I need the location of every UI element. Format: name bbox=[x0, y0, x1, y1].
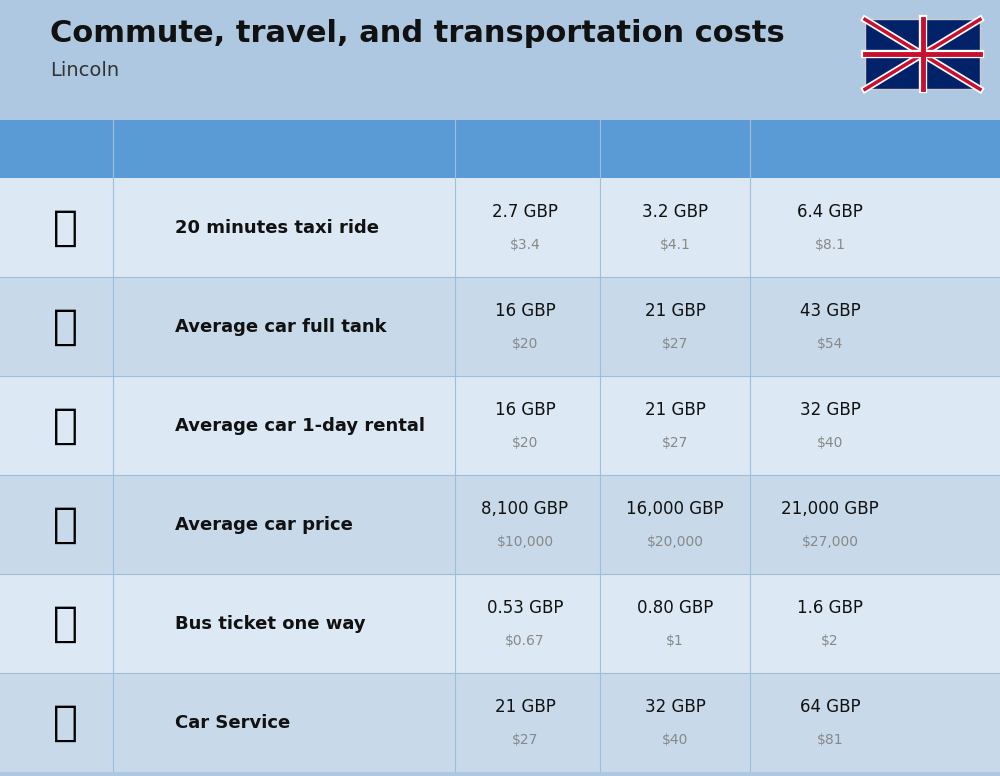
FancyBboxPatch shape bbox=[0, 574, 1000, 673]
Text: 20 minutes taxi ride: 20 minutes taxi ride bbox=[175, 219, 379, 237]
Text: 1.6 GBP: 1.6 GBP bbox=[797, 599, 863, 617]
Text: $10,000: $10,000 bbox=[496, 535, 554, 549]
Text: 32 GBP: 32 GBP bbox=[800, 401, 860, 419]
Text: 21 GBP: 21 GBP bbox=[495, 698, 555, 716]
FancyBboxPatch shape bbox=[0, 376, 1000, 475]
Text: 🚗: 🚗 bbox=[52, 405, 78, 447]
Text: ⛽: ⛽ bbox=[52, 306, 78, 348]
Text: $20: $20 bbox=[512, 436, 538, 450]
Text: $81: $81 bbox=[817, 733, 843, 747]
Text: 2.7 GBP: 2.7 GBP bbox=[492, 203, 558, 221]
Text: $0.67: $0.67 bbox=[505, 634, 545, 648]
Text: 43 GBP: 43 GBP bbox=[800, 303, 860, 320]
Text: 🚕: 🚕 bbox=[52, 207, 78, 249]
Text: Commute, travel, and transportation costs: Commute, travel, and transportation cost… bbox=[50, 19, 785, 48]
Text: 8,100 GBP: 8,100 GBP bbox=[481, 501, 569, 518]
Text: Car Service: Car Service bbox=[175, 714, 290, 732]
Text: 64 GBP: 64 GBP bbox=[800, 698, 860, 716]
Text: 6.4 GBP: 6.4 GBP bbox=[797, 203, 863, 221]
Text: 🚗: 🚗 bbox=[52, 504, 78, 546]
FancyBboxPatch shape bbox=[865, 19, 980, 89]
FancyBboxPatch shape bbox=[0, 120, 1000, 178]
Text: 16 GBP: 16 GBP bbox=[495, 401, 555, 419]
Text: $20: $20 bbox=[512, 337, 538, 351]
Text: 0.80 GBP: 0.80 GBP bbox=[637, 599, 713, 617]
Text: Bus ticket one way: Bus ticket one way bbox=[175, 615, 366, 632]
Text: 0.53 GBP: 0.53 GBP bbox=[487, 599, 563, 617]
Text: 32 GBP: 32 GBP bbox=[645, 698, 705, 716]
Text: 16 GBP: 16 GBP bbox=[495, 303, 555, 320]
Text: $27: $27 bbox=[662, 337, 688, 351]
Text: Average car full tank: Average car full tank bbox=[175, 318, 387, 336]
Text: Average car price: Average car price bbox=[175, 516, 353, 534]
Text: $27,000: $27,000 bbox=[802, 535, 858, 549]
Text: $27: $27 bbox=[662, 436, 688, 450]
Text: Average car 1-day rental: Average car 1-day rental bbox=[175, 417, 425, 435]
Text: 16,000 GBP: 16,000 GBP bbox=[626, 501, 724, 518]
Text: MAX: MAX bbox=[805, 140, 855, 159]
Text: 21 GBP: 21 GBP bbox=[645, 401, 705, 419]
Text: $8.1: $8.1 bbox=[814, 238, 846, 252]
Text: 🚌: 🚌 bbox=[52, 603, 78, 645]
FancyBboxPatch shape bbox=[0, 673, 1000, 772]
Text: 🚗: 🚗 bbox=[52, 702, 78, 743]
Text: $1: $1 bbox=[666, 634, 684, 648]
Text: $40: $40 bbox=[662, 733, 688, 747]
Text: 21,000 GBP: 21,000 GBP bbox=[781, 501, 879, 518]
Text: $4.1: $4.1 bbox=[660, 238, 690, 252]
Text: $40: $40 bbox=[817, 436, 843, 450]
Text: $2: $2 bbox=[821, 634, 839, 648]
Text: 3.2 GBP: 3.2 GBP bbox=[642, 203, 708, 221]
FancyBboxPatch shape bbox=[0, 475, 1000, 574]
Text: $20,000: $20,000 bbox=[646, 535, 704, 549]
Text: Lincoln: Lincoln bbox=[50, 61, 119, 79]
Text: $54: $54 bbox=[817, 337, 843, 351]
Text: MIN: MIN bbox=[504, 140, 546, 159]
FancyBboxPatch shape bbox=[0, 178, 1000, 277]
FancyBboxPatch shape bbox=[0, 277, 1000, 376]
Text: AVG: AVG bbox=[652, 140, 698, 159]
Text: $3.4: $3.4 bbox=[510, 238, 540, 252]
Text: 21 GBP: 21 GBP bbox=[645, 303, 705, 320]
Text: $27: $27 bbox=[512, 733, 538, 747]
